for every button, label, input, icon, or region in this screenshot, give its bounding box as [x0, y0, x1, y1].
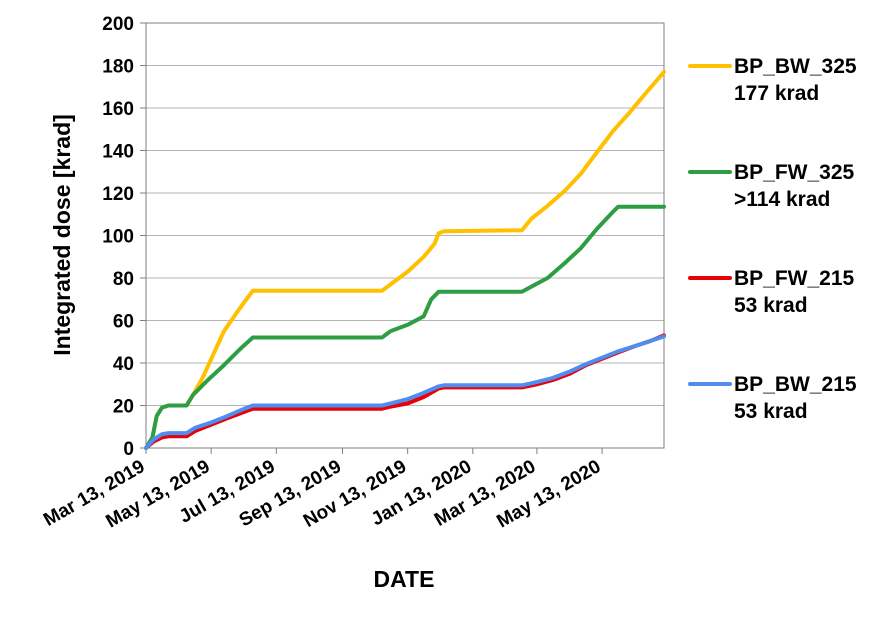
legend: BP_BW_325 177 krad BP_FW_325 >114 krad BP_FW… [688, 55, 857, 423]
legend-series-name: BP_BW_215 [734, 373, 857, 396]
series-line-bp-fw-325 [144, 204, 666, 450]
series-line-bp-bw-325 [144, 69, 666, 450]
legend-series-note: >114 krad [734, 188, 830, 211]
legend-series-name: BP_FW_325 [734, 161, 855, 184]
y-tick-label: 180 [102, 57, 134, 78]
legend-series-note: 53 krad [734, 400, 808, 423]
y-axis-title: Integrated dose [krad] [49, 114, 75, 356]
y-tick-label: 60 [113, 312, 134, 333]
legend-series-name: BP_BW_325 [734, 55, 857, 78]
y-tick-label: 120 [102, 184, 134, 205]
legend-series-note: 177 krad [734, 82, 819, 105]
y-tick-label: 140 [102, 142, 134, 163]
series-lines [144, 69, 666, 450]
y-tick-label: 20 [113, 397, 134, 418]
y-tick-label: 160 [102, 99, 134, 120]
series-line-bp-bw-215 [144, 334, 666, 450]
y-tick-label: 200 [102, 14, 134, 35]
legend-series-name: BP_FW_215 [734, 267, 855, 290]
y-tick-label: 80 [113, 269, 134, 290]
y-tick-label: 100 [102, 227, 134, 248]
legend-series-note: 53 krad [734, 294, 808, 317]
y-axis-ticks: 0 20 40 60 80 100 120 140 160 180 200 [102, 14, 146, 460]
y-tick-label: 40 [113, 354, 134, 375]
y-tick-label: 0 [123, 439, 134, 460]
grid-lines [146, 65, 664, 406]
series-line-bp-fw-215 [144, 333, 666, 450]
x-axis-title: DATE [374, 566, 435, 592]
